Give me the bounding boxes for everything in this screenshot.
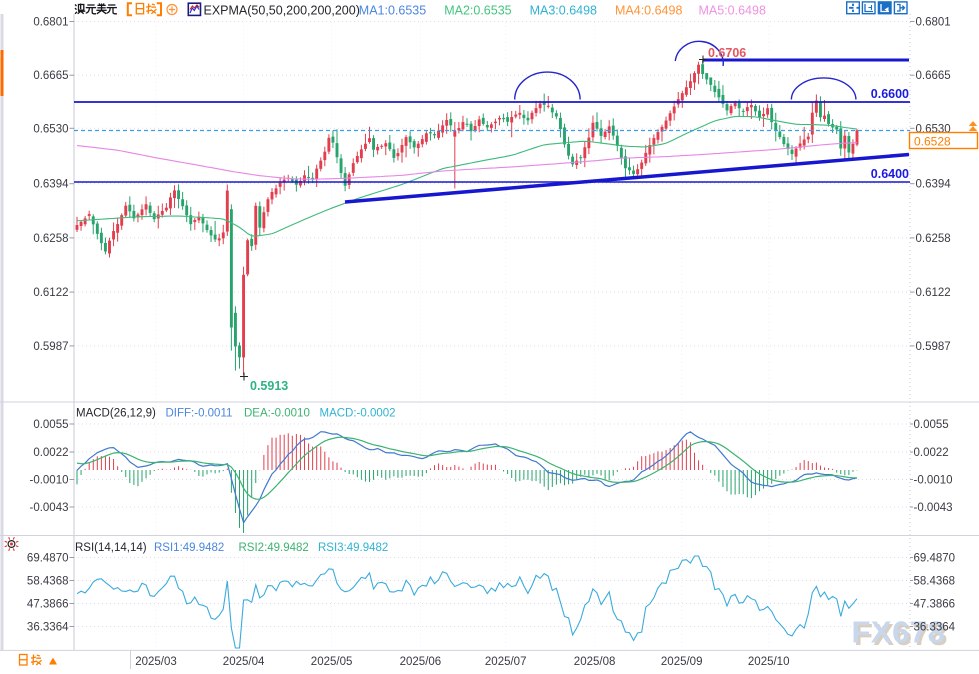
svg-text:0.6400: 0.6400 xyxy=(871,167,909,181)
svg-text:0.5987: 0.5987 xyxy=(33,341,68,353)
svg-text:MA3:0.6498: MA3:0.6498 xyxy=(530,4,597,18)
svg-text:47.3866: 47.3866 xyxy=(914,599,956,611)
svg-text:2025/04: 2025/04 xyxy=(223,656,265,668)
svg-text:0.0022: 0.0022 xyxy=(33,447,68,459)
svg-text:MACD:-0.0002: MACD:-0.0002 xyxy=(320,408,396,420)
svg-text:69.4870: 69.4870 xyxy=(27,553,69,565)
svg-text:-0.0043: -0.0043 xyxy=(29,502,68,514)
svg-text:2025/03: 2025/03 xyxy=(135,656,177,668)
svg-text:MA1:0.6535: MA1:0.6535 xyxy=(359,4,426,18)
svg-text:2025/05: 2025/05 xyxy=(311,656,353,668)
svg-text:0.6258: 0.6258 xyxy=(33,233,68,245)
svg-text:0.6600: 0.6600 xyxy=(871,87,909,101)
svg-text:0.5913: 0.5913 xyxy=(250,379,288,393)
svg-text:FX678: FX678 xyxy=(852,615,946,650)
svg-text:0.6394: 0.6394 xyxy=(33,179,69,191)
svg-text:0.6122: 0.6122 xyxy=(916,287,951,299)
svg-text:RSI3:49.9482: RSI3:49.9482 xyxy=(318,542,388,554)
svg-text:0.6258: 0.6258 xyxy=(916,233,951,245)
svg-text:RSI2:49.9482: RSI2:49.9482 xyxy=(239,542,309,554)
svg-text:58.4368: 58.4368 xyxy=(27,576,69,588)
svg-text:2025/06: 2025/06 xyxy=(400,656,442,668)
svg-text:47.3866: 47.3866 xyxy=(27,599,69,611)
svg-text:FX678: FX678 xyxy=(854,617,948,652)
svg-text:RSI(14,14,14): RSI(14,14,14) xyxy=(75,542,147,554)
svg-text:0.6706: 0.6706 xyxy=(708,46,746,60)
svg-text:MA5:0.6498: MA5:0.6498 xyxy=(699,4,766,18)
svg-text:EXPMA(50,50,200,200,200): EXPMA(50,50,200,200,200) xyxy=(204,4,360,18)
svg-text:0.6665: 0.6665 xyxy=(33,70,68,82)
svg-text:RSI1:49.9482: RSI1:49.9482 xyxy=(154,542,224,554)
svg-text:2025/10: 2025/10 xyxy=(748,656,790,668)
svg-text:36.3364: 36.3364 xyxy=(914,622,956,634)
svg-text:0.6801: 0.6801 xyxy=(33,17,68,29)
svg-text:MACD(26,12,9): MACD(26,12,9) xyxy=(76,408,156,420)
svg-text:MA4:0.6498: MA4:0.6498 xyxy=(615,4,682,18)
svg-text:0.6122: 0.6122 xyxy=(33,287,68,299)
svg-text:0.6394: 0.6394 xyxy=(916,179,952,191)
svg-text:-0.0010: -0.0010 xyxy=(914,475,953,487)
svg-text:2025/09: 2025/09 xyxy=(661,656,703,668)
svg-text:0.0022: 0.0022 xyxy=(914,447,949,459)
svg-text:MA2:0.6535: MA2:0.6535 xyxy=(444,4,511,18)
svg-text:58.4368: 58.4368 xyxy=(914,576,956,588)
svg-text:DIFF:-0.0011: DIFF:-0.0011 xyxy=(166,408,233,420)
svg-text:0.6801: 0.6801 xyxy=(916,17,951,29)
svg-text:-0.0043: -0.0043 xyxy=(914,502,953,514)
svg-text:2025/07: 2025/07 xyxy=(485,656,527,668)
svg-text:0.6530: 0.6530 xyxy=(33,123,68,135)
svg-text:2025/08: 2025/08 xyxy=(574,656,616,668)
svg-text:0.0055: 0.0055 xyxy=(914,419,949,431)
svg-text:0.5987: 0.5987 xyxy=(916,341,951,353)
svg-text:DEA:-0.0010: DEA:-0.0010 xyxy=(244,408,310,420)
svg-text:0.6665: 0.6665 xyxy=(916,70,951,82)
svg-text:0.0055: 0.0055 xyxy=(33,419,68,431)
svg-text:0.6528: 0.6528 xyxy=(914,135,951,149)
svg-text:69.4870: 69.4870 xyxy=(914,553,956,565)
svg-text:36.3364: 36.3364 xyxy=(27,622,69,634)
svg-text:-0.0010: -0.0010 xyxy=(29,475,68,487)
